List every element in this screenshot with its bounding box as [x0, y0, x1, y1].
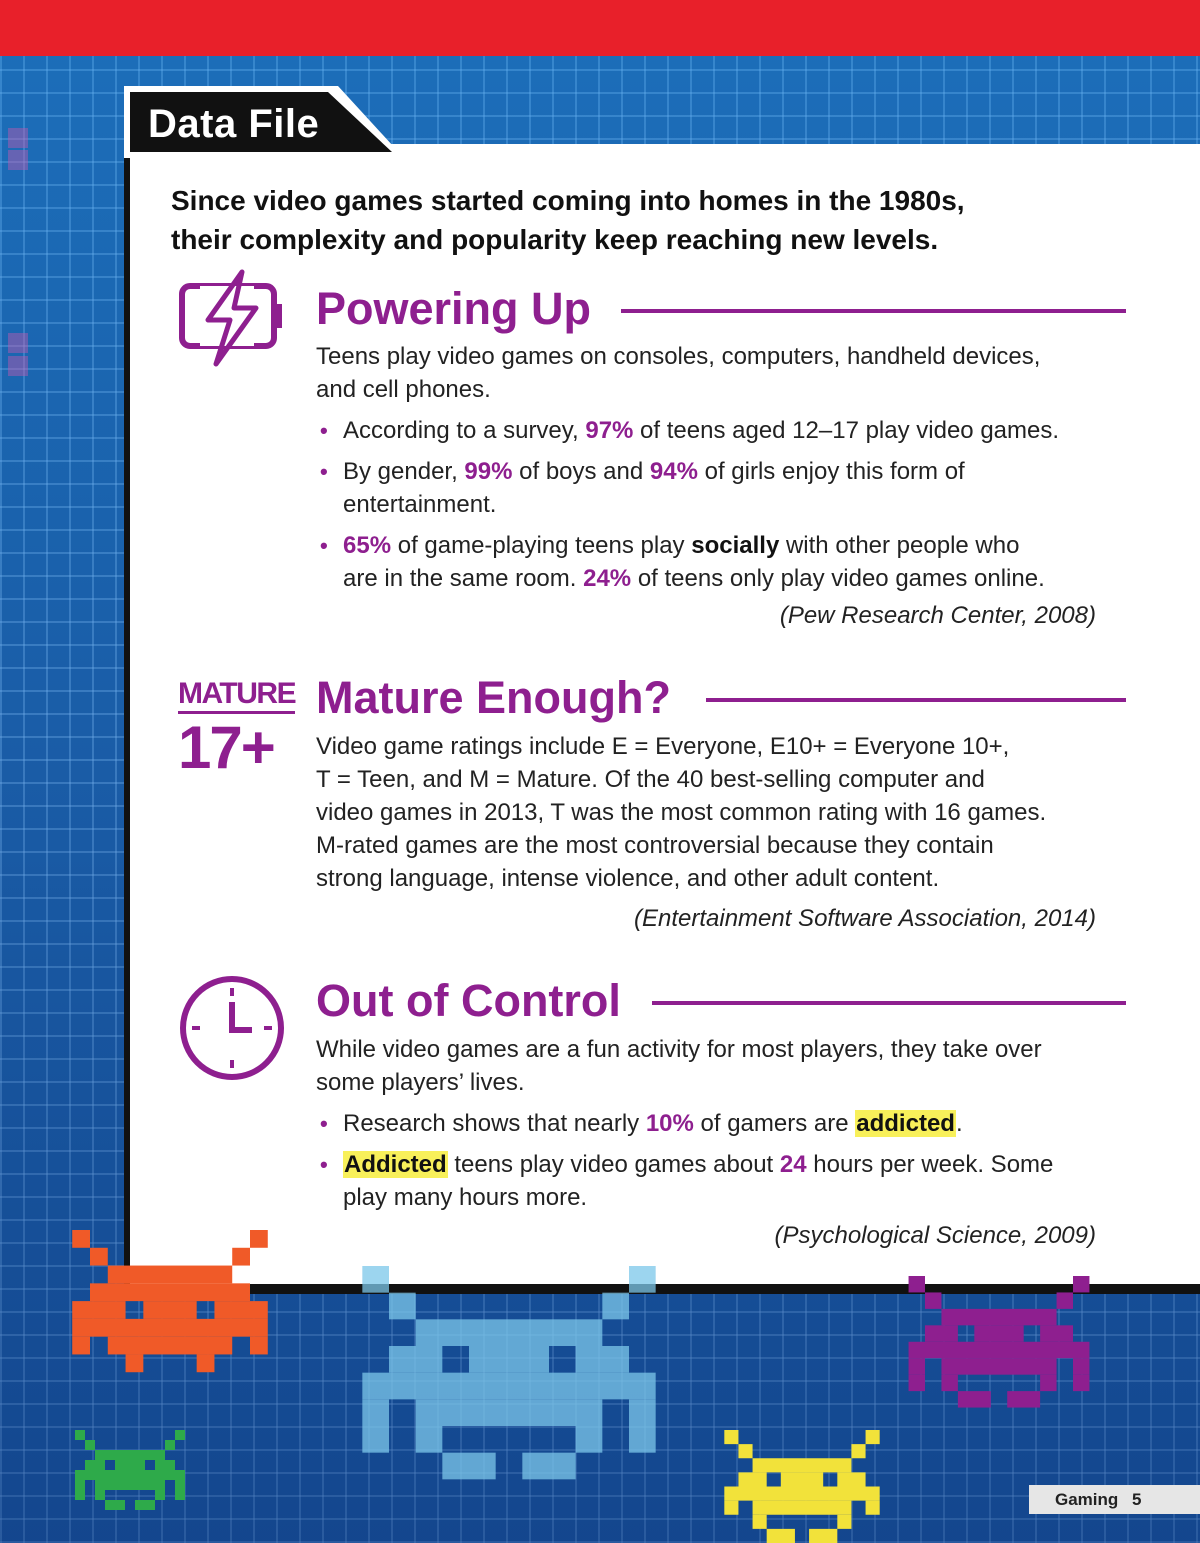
footer-label: Gaming [1055, 1490, 1119, 1509]
list-item: • Research shows that nearly 10% of gamer… [320, 1110, 963, 1137]
source-citation: (Pew Research Center, 2008) [779, 602, 1096, 629]
content-panel [124, 144, 1200, 1284]
list-item: • 65% of game-playing teens play socially… [320, 532, 1045, 592]
list-item: • By gender, 99% of boys and 94% of girls… [320, 458, 965, 518]
section-title-mature-enough: Mature Enough? [316, 672, 671, 723]
source-citation: (Psychological Science, 2009) [774, 1222, 1096, 1249]
intro-text: Since video games started coming into ho… [171, 185, 965, 255]
data-file-title: Data File [148, 102, 320, 146]
list-item: • According to a survey, 97% of teens age… [320, 417, 1060, 444]
section-body: Video game ratings include E = Everyone,… [316, 733, 1047, 892]
section-rule [706, 698, 1126, 702]
section-intro: Teens play video games on consoles, comp… [316, 343, 1041, 403]
source-citation: (Entertainment Software Association, 201… [633, 905, 1096, 932]
page-footer: Gaming 5 [1029, 1485, 1200, 1514]
list-item: • Addicted teens play video games about 2… [320, 1151, 1054, 1211]
light-blue-space-invader-icon [362, 1266, 656, 1480]
battery-charging-icon [179, 269, 282, 367]
section-rule [621, 309, 1126, 313]
purple-space-invader-icon [908, 1276, 1090, 1408]
section-intro: While video games are a fun activity for… [316, 1036, 1042, 1096]
section-title-out-of-control: Out of Control [316, 975, 621, 1026]
left-edge-pixels [8, 128, 30, 376]
green-space-invader-icon [75, 1430, 185, 1510]
section-rule [652, 1001, 1126, 1005]
mature-rating-icon: MATURE 17+ [178, 677, 297, 781]
bullet-list: • According to a survey, 97% of teens age… [316, 414, 1106, 603]
top-color-band [0, 0, 1200, 56]
bullet-list: • Research shows that nearly 10% of gamer… [316, 1107, 1106, 1222]
clock-icon [180, 976, 284, 1080]
orange-space-invader-icon [72, 1230, 268, 1373]
page-number: 5 [1132, 1490, 1142, 1509]
section-title-powering-up: Powering Up [316, 283, 592, 334]
yellow-space-invader-icon [724, 1430, 880, 1543]
